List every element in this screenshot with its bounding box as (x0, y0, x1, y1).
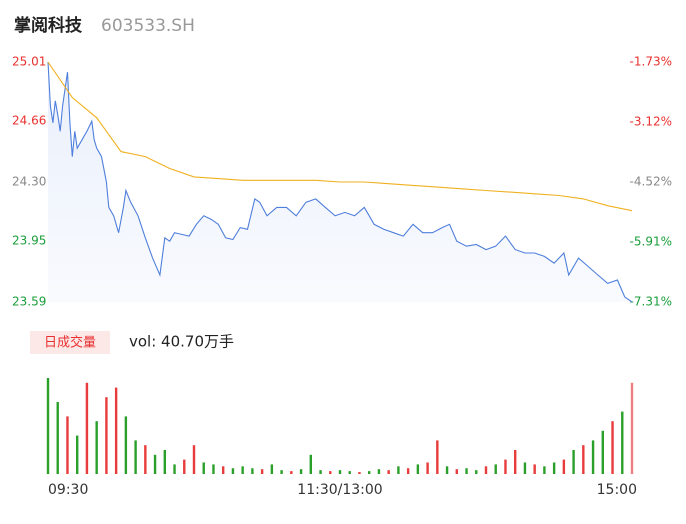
volume-bar (630, 382, 634, 474)
volume-bar (241, 466, 244, 474)
y-tick-label: 23.59 (12, 295, 46, 309)
volume-bar (56, 402, 59, 474)
volume-bar (329, 471, 332, 474)
volume-bar (368, 471, 371, 474)
volume-bar (66, 416, 69, 474)
volume-bar (144, 445, 147, 474)
volume-bar (212, 464, 215, 474)
volume-bar (552, 462, 556, 474)
volume-bar (591, 440, 595, 474)
y-tick-label: 24.66 (12, 114, 46, 128)
average-line (47, 61, 633, 212)
volume-bar (222, 466, 225, 474)
volume-bar (105, 397, 108, 474)
volume-bar (611, 421, 614, 474)
volume-label: 日成交量 (44, 335, 96, 351)
volume-bar (426, 462, 429, 474)
y-tick-label: 24.30 (12, 175, 46, 189)
volume-bar (562, 459, 566, 474)
volume-bar (504, 459, 507, 474)
volume-bar (445, 466, 449, 474)
price-area (48, 62, 632, 302)
chart-title: 掌阅科技 (14, 15, 83, 36)
volume-bar (348, 471, 351, 474)
y2-tick-label: -1.73% (630, 55, 672, 69)
y2-tick-label: -7.31% (630, 295, 672, 309)
volume-bar (173, 464, 176, 474)
volume-bar (202, 462, 205, 474)
volume-bar (260, 469, 264, 474)
y-tick-label: 25.01 (12, 55, 46, 69)
volume-bar (465, 468, 468, 474)
volume-bar (523, 462, 527, 474)
volume-bar (183, 459, 186, 474)
volume-bar (319, 470, 322, 474)
volume-bar (455, 469, 458, 474)
volume-bar (601, 430, 604, 474)
volume-bar (134, 440, 137, 474)
volume-bar (124, 416, 128, 474)
volume-bar (406, 468, 410, 474)
volume-bar (280, 470, 283, 474)
volume-bar (95, 421, 98, 474)
volume-bar (231, 468, 235, 474)
volume-bar (582, 445, 585, 474)
volume-bar (387, 470, 390, 474)
volume-bar (543, 466, 546, 474)
volume-bar (572, 450, 575, 474)
volume-bar (46, 378, 50, 474)
volume-bar (484, 466, 488, 474)
volume-bar (397, 466, 400, 474)
volume-bar (309, 454, 312, 474)
chart-subtitle: 603533.SH (101, 16, 195, 36)
volume-bar (475, 470, 478, 474)
volume-bar (514, 450, 517, 474)
volume-bar (76, 435, 79, 474)
volume-bar (114, 387, 118, 474)
volume-bar (192, 445, 196, 474)
x-tick-label: 09:30 (48, 482, 88, 498)
y-tick-label: 23.95 (12, 234, 46, 248)
x-tick-label: 11:30/13:00 (297, 482, 382, 498)
volume-bar (338, 470, 342, 474)
volume-bar (377, 469, 381, 474)
volume-bar (436, 440, 439, 474)
volume-bar (153, 454, 157, 474)
volume-bar (416, 464, 420, 474)
volume-label-box (30, 331, 110, 354)
y2-tick-label: -3.12% (630, 114, 672, 128)
volume-bar (494, 464, 497, 474)
volume-bar (533, 464, 536, 474)
x-tick-label: 15:00 (597, 482, 637, 498)
price-line (47, 61, 633, 303)
volume-bar (251, 468, 254, 474)
volume-summary: vol: 40.70万手 (129, 333, 234, 351)
volume-bar (85, 382, 89, 474)
volume-bar (621, 411, 624, 474)
volume-bar (299, 469, 303, 474)
y2-tick-label: -5.91% (630, 234, 672, 248)
volume-bar (358, 472, 361, 474)
y2-tick-label: -4.52% (630, 175, 672, 189)
volume-bar (270, 464, 274, 474)
volume-bar (290, 471, 293, 474)
volume-bar (163, 450, 166, 474)
